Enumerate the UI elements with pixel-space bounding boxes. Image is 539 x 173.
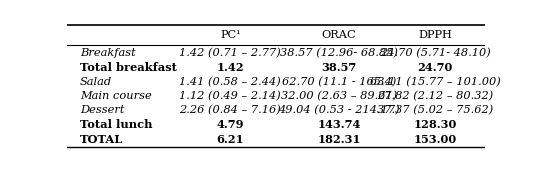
Text: 24.70: 24.70 (417, 62, 453, 73)
Text: 1.12 (0.49 – 2.14): 1.12 (0.49 – 2.14) (179, 91, 281, 101)
Text: 1.41 (0.58 – 2.44): 1.41 (0.58 – 2.44) (179, 76, 281, 87)
Text: 6.21: 6.21 (217, 134, 244, 145)
Text: 2.26 (0.84 – 7.16): 2.26 (0.84 – 7.16) (179, 105, 281, 116)
Text: 1.42: 1.42 (217, 62, 244, 73)
Text: 32.00 (2.63 – 89.61): 32.00 (2.63 – 89.61) (281, 91, 397, 101)
Text: 62.70 (11.1 - 165.4): 62.70 (11.1 - 165.4) (282, 76, 396, 87)
Text: Main course: Main course (80, 91, 151, 101)
Text: 63.11 (15.77 – 101.00): 63.11 (15.77 – 101.00) (370, 76, 500, 87)
Text: 37.37 (5.02 – 75.62): 37.37 (5.02 – 75.62) (377, 105, 493, 116)
Text: 27.82 (2.12 – 80.32): 27.82 (2.12 – 80.32) (377, 91, 493, 101)
Text: Total breakfast: Total breakfast (80, 62, 177, 73)
Text: 4.79: 4.79 (217, 119, 244, 130)
Text: Dessert: Dessert (80, 105, 125, 115)
Text: ORAC: ORAC (322, 30, 356, 40)
Text: Total lunch: Total lunch (80, 119, 153, 130)
Text: PC¹: PC¹ (220, 30, 240, 40)
Text: 49.04 (0.53 - 214.17): 49.04 (0.53 - 214.17) (278, 105, 400, 116)
Text: 153.00: 153.00 (413, 134, 457, 145)
Text: 128.30: 128.30 (413, 119, 457, 130)
Text: 38.57: 38.57 (321, 62, 356, 73)
Text: DPPH: DPPH (418, 30, 452, 40)
Text: 24.70 (5.71- 48.10): 24.70 (5.71- 48.10) (379, 48, 490, 58)
Text: TOTAL: TOTAL (80, 134, 123, 145)
Text: Breakfast: Breakfast (80, 48, 136, 58)
Text: 182.31: 182.31 (317, 134, 361, 145)
Text: Salad: Salad (80, 77, 112, 87)
Text: 38.57 (12.96- 68.85): 38.57 (12.96- 68.85) (280, 48, 398, 58)
Text: 1.42 (0.71 – 2.77): 1.42 (0.71 – 2.77) (179, 48, 281, 58)
Text: 143.74: 143.74 (317, 119, 361, 130)
